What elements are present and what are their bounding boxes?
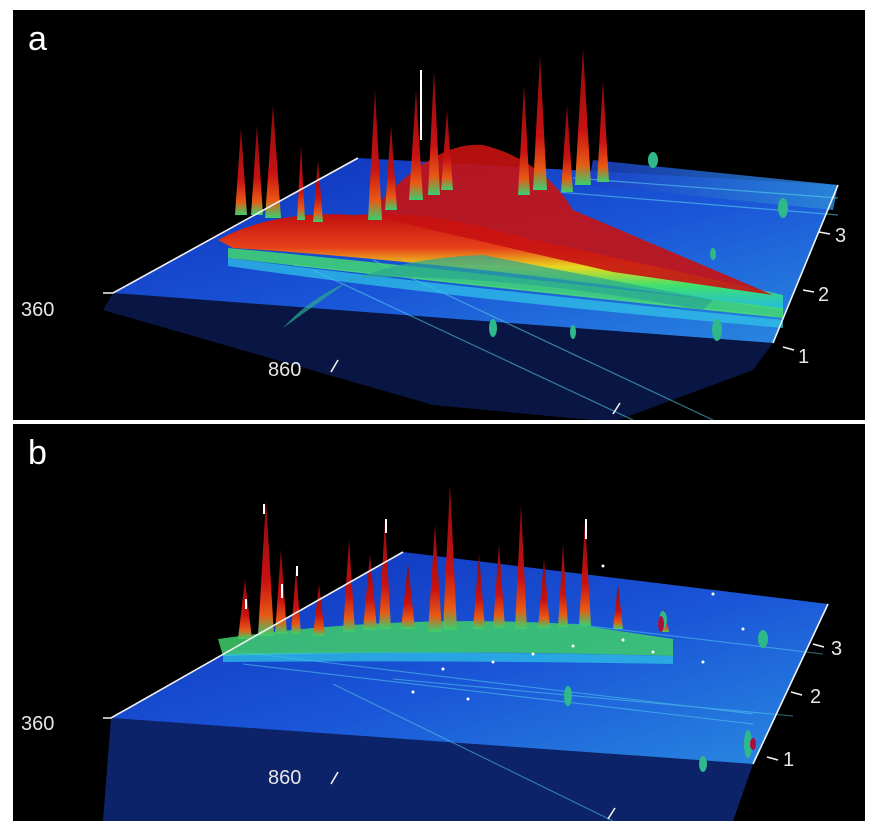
- x-tick-mark-b-860: [330, 771, 339, 785]
- y-tick-mark-b-2: [790, 691, 803, 696]
- surface-plot-b: 360 860 1 2 3 b: [13, 424, 865, 821]
- axis-y-a: [772, 184, 839, 344]
- x-tick-label-b-360: 360: [21, 713, 54, 735]
- y-tick-label-b-1: 1: [783, 749, 794, 771]
- surface-front-shade-a: [103, 293, 773, 420]
- surface-b-svg: 360 860 1 2 3: [21, 484, 842, 821]
- x-tick-mark-b-3: [607, 807, 616, 820]
- axis-x-back-b: [103, 551, 404, 719]
- bumps-a: [489, 152, 788, 341]
- y-tick-label-b-2: 2: [810, 686, 821, 708]
- ridge-green-band-a: [228, 248, 783, 318]
- y-tick-label-a-1: 1: [798, 346, 809, 368]
- axis-x-back-a: [103, 157, 359, 294]
- peak-base-band-b: [218, 621, 673, 656]
- surface-plot-a: 360 860 1 2 3 a: [13, 10, 865, 420]
- surface-back-a: [588, 160, 838, 210]
- x-tick-mark-a-860: [330, 359, 339, 373]
- peak-base-cyan-b: [223, 652, 673, 664]
- axis-y-b: [752, 603, 829, 765]
- surface-a-svg: 360 860 1 2 3: [21, 48, 846, 420]
- x-tick-label-a-360: 360: [21, 299, 54, 321]
- y-tick-label-b-3: 3: [831, 638, 842, 660]
- y-tick-mark-b-1: [766, 756, 779, 761]
- flecks-b: [245, 504, 745, 701]
- y-tick-mark-a-3: [818, 231, 831, 235]
- y-tick-label-a-3: 3: [835, 225, 846, 247]
- ridge-red-hump-a: [368, 144, 773, 295]
- y-tick-mark-a-1: [782, 346, 795, 351]
- red-bumps-b: [658, 616, 756, 750]
- x-tick-mark-a-3: [612, 402, 621, 415]
- panel-label-b: b: [28, 434, 47, 472]
- secondary-ridge-a: [283, 255, 713, 328]
- x-tick-label-a-860: 860: [268, 359, 301, 381]
- peaks-a: [235, 48, 609, 222]
- y-tick-mark-a-2: [802, 289, 815, 293]
- y-tick-label-a-2: 2: [818, 284, 829, 306]
- panel-label-a: a: [28, 20, 47, 58]
- x-tick-label-b-860: 860: [268, 767, 301, 789]
- surface-front-shade-b: [103, 718, 753, 821]
- y-tick-mark-b-3: [812, 643, 825, 648]
- peaks-b: [238, 484, 669, 639]
